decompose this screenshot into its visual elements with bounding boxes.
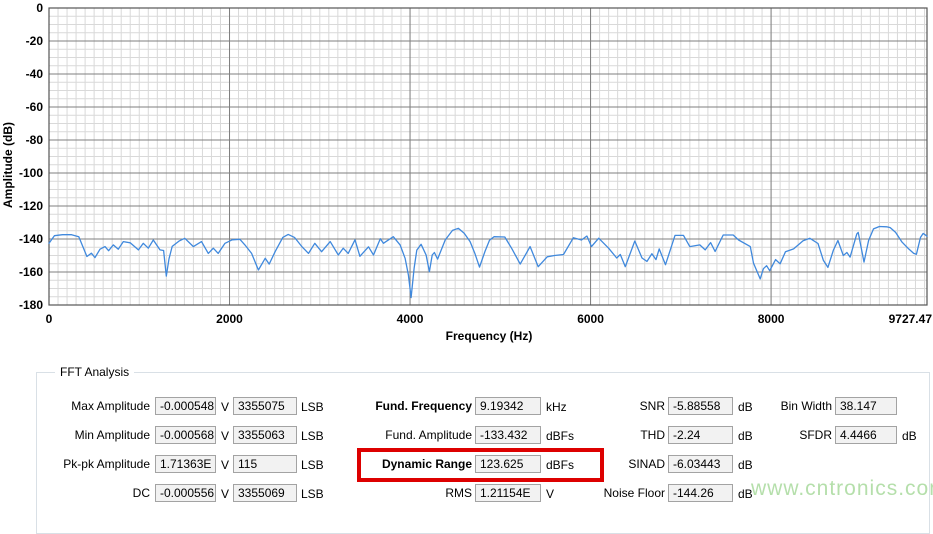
snr-unit: dB <box>738 400 753 414</box>
sinad-unit: dB <box>738 458 753 472</box>
y-tick-label: -20 <box>25 34 43 48</box>
max-amplitude-v-unit: V <box>221 400 230 414</box>
y-tick-label: -120 <box>18 199 43 213</box>
rms-field[interactable]: 1.21154E <box>475 484 541 502</box>
grid-minor <box>49 8 927 305</box>
dc-lsb-unit: LSB <box>301 487 324 501</box>
spectrum-trace <box>48 225 928 299</box>
x-tick-label: 0 <box>45 312 53 326</box>
x-axis-title: Frequency (Hz) <box>445 329 533 343</box>
x-tick-label: 8000 <box>757 312 785 326</box>
fund-frequency-unit: kHz <box>546 400 567 414</box>
max-amplitude-lsb-field[interactable]: 3355075 <box>233 397 297 415</box>
max-amplitude-label: Max Amplitude <box>71 399 150 413</box>
sinad-field[interactable]: -6.03443 <box>668 455 733 473</box>
x-tick-label: 2000 <box>216 312 243 326</box>
y-tick-label: 0 <box>36 1 43 15</box>
fund-frequency-field[interactable]: 9.19342 <box>475 397 541 415</box>
min-amplitude-lsb-field[interactable]: 3355063 <box>233 426 297 444</box>
y-tick-label: -100 <box>18 166 43 180</box>
pkpk-amplitude-lsb-unit: LSB <box>301 458 324 472</box>
thd-field[interactable]: -2.24 <box>668 426 733 444</box>
thd-unit: dB <box>738 429 753 443</box>
max-amplitude-v-field[interactable]: -0.000548 <box>155 397 216 415</box>
min-amplitude-v-field[interactable]: -0.000568 <box>155 426 216 444</box>
rms-label: RMS <box>445 486 472 500</box>
dynamic-range-highlight-box <box>357 448 604 482</box>
y-tick-label: -60 <box>25 100 43 114</box>
min-amplitude-lsb-unit: LSB <box>301 429 324 443</box>
y-tick-label: -80 <box>25 133 43 147</box>
noise-floor-field[interactable]: -144.26 <box>668 484 733 502</box>
sfdr-field[interactable]: 4.4466 <box>835 426 897 444</box>
thd-label: THD <box>640 428 665 442</box>
dc-v-unit: V <box>221 487 230 501</box>
fund-amplitude-field[interactable]: -133.432 <box>475 426 541 444</box>
dynamic-range-label: Dynamic Range <box>381 457 472 471</box>
rms-unit: V <box>546 487 555 501</box>
y-tick-label: -140 <box>18 232 43 246</box>
min-amplitude-v-unit: V <box>221 429 230 443</box>
min-amplitude-label: Min Amplitude <box>74 428 150 442</box>
max-amplitude-lsb-unit: LSB <box>301 400 324 414</box>
spectrum-chart: Amplitude (dB) 0 -20 -40 -60 -80 -100 -120 -140… <box>1 1 932 343</box>
bin-width-label: Bin Width <box>780 399 832 413</box>
sfdr-label: SFDR <box>799 428 832 442</box>
sinad-label: SINAD <box>628 457 665 471</box>
sfdr-unit: dB <box>902 429 917 443</box>
fft-analysis-title: FFT Analysis <box>55 365 135 379</box>
snr-label: SNR <box>639 399 665 413</box>
fund-frequency-label: Fund. Frequency <box>375 399 472 413</box>
noise-floor-unit: dB <box>738 487 753 501</box>
pkpk-amplitude-label: Pk-pk Amplitude <box>63 457 150 471</box>
grid-major <box>49 8 927 305</box>
dc-label: DC <box>132 486 150 500</box>
spectrum-plot-area <box>48 7 928 306</box>
y-tick-label: -180 <box>18 298 43 312</box>
pkpk-amplitude-v-unit: V <box>221 458 230 472</box>
dc-lsb-field[interactable]: 3355069 <box>233 484 297 502</box>
noise-floor-label: Noise Floor <box>603 486 665 500</box>
dc-v-field[interactable]: -0.000556 <box>155 484 216 502</box>
plot-border <box>48 7 928 306</box>
dynamic-range-unit: dBFs <box>546 458 575 472</box>
y-tick-label: -40 <box>25 67 43 81</box>
bin-width-field[interactable]: 38.147 <box>835 397 897 415</box>
x-tick-label: 6000 <box>577 312 604 326</box>
x-tick-label: 9727.47 <box>888 312 932 326</box>
x-tick-label: 4000 <box>396 312 424 326</box>
watermark-text: www.cntronics.com <box>751 477 933 500</box>
pkpk-amplitude-lsb-field[interactable]: 115 <box>233 455 297 473</box>
fund-amplitude-unit: dBFs <box>546 429 575 443</box>
pkpk-amplitude-v-field[interactable]: 1.71363E <box>155 455 216 473</box>
dynamic-range-field[interactable]: 123.625 <box>475 455 541 473</box>
y-tick-label: -160 <box>18 265 43 279</box>
snr-field[interactable]: -5.88558 <box>668 397 733 415</box>
fund-amplitude-label: Fund. Amplitude <box>385 428 472 442</box>
